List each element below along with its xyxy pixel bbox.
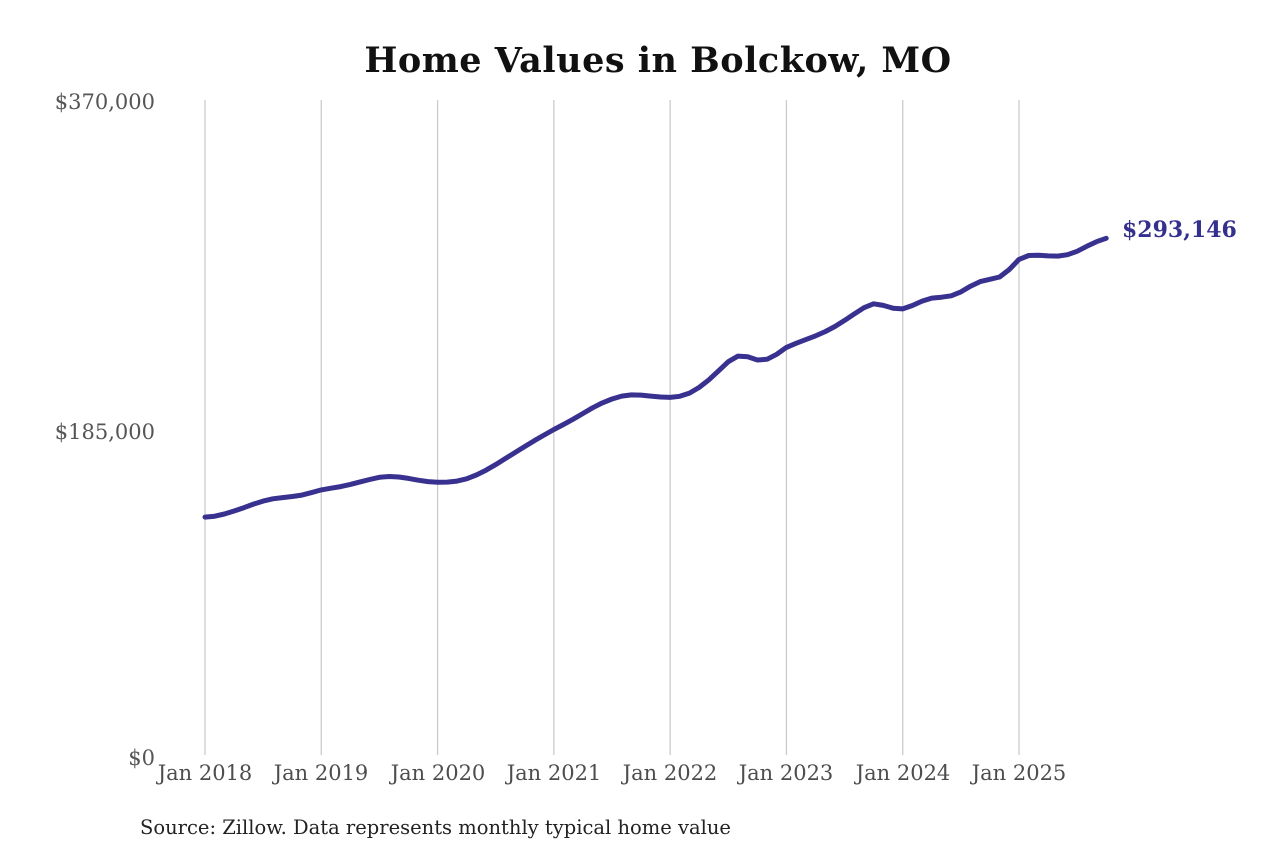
x-axis-tick-label-2019: Jan 2019 — [273, 761, 369, 785]
x-axis-tick-label-2021: Jan 2021 — [506, 761, 602, 785]
source-note: Source: Zillow. Data represents monthly … — [140, 816, 731, 839]
x-axis-tick-label-2022: Jan 2022 — [622, 761, 718, 785]
x-axis-tick-label-2025: Jan 2025 — [971, 761, 1067, 785]
x-axis-tick-label-2023: Jan 2023 — [738, 761, 834, 785]
home-value-line — [202, 235, 1109, 520]
x-axis-tick-label-2020: Jan 2020 — [390, 761, 486, 785]
chart-title: Home Values in Bolckow, MO — [364, 40, 952, 81]
y-axis-tick-label-0: $0 — [128, 746, 155, 770]
y-axis-tick-label-185000: $185,000 — [54, 420, 155, 444]
y-axis-tick-label-370000: $370,000 — [54, 90, 155, 114]
x-axis-tick-label-2018: Jan 2018 — [157, 761, 253, 785]
x-axis-tick-label-2024: Jan 2024 — [855, 761, 951, 785]
latest-value-label: $293,146 — [1122, 217, 1237, 243]
